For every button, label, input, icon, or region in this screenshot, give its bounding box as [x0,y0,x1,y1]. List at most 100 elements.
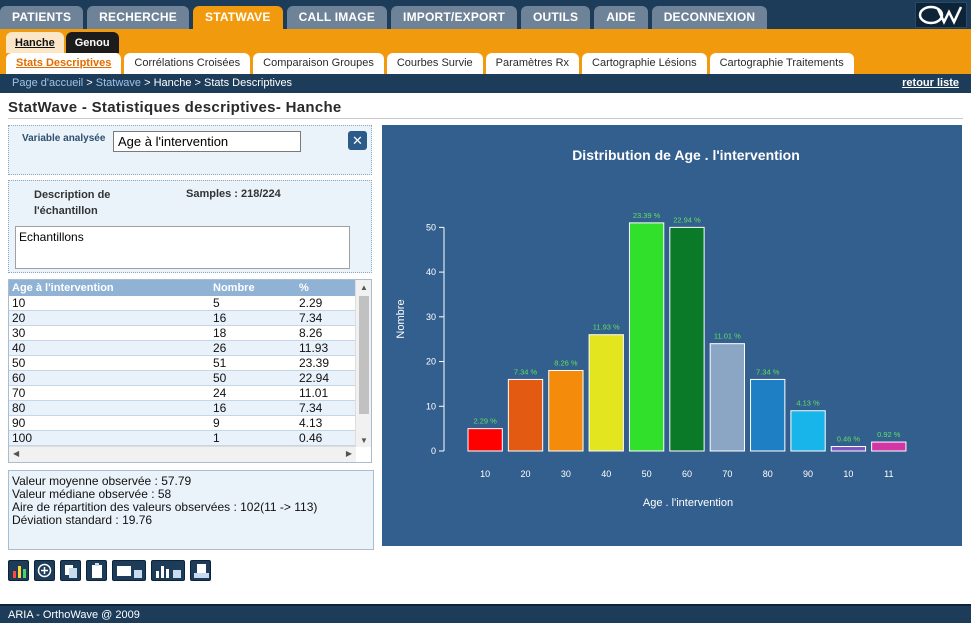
analysis-tab-5[interactable]: Cartographie Lésions [582,53,707,74]
print-icon[interactable] [190,560,211,581]
stat-range: Aire de répartition des valeurs observée… [12,500,318,514]
table-row[interactable]: 10 5 2.29 [9,296,356,311]
scroll-down-icon[interactable]: ▼ [360,436,368,445]
stat-std: Déviation standard : 19.76 [12,513,153,527]
table-horizontal-scrollbar[interactable]: ◀ ▶ [9,446,356,462]
bar [830,446,867,452]
header-count: Nombre [213,282,255,294]
variable-reset-icon[interactable]: ✕ [348,131,367,150]
bar-value-label: 23.39 % [633,211,661,220]
analysis-tab-4[interactable]: Paramètres Rx [485,53,580,74]
analysis-tab-1[interactable]: Corrélations Croisées [124,53,251,74]
bar-value-label: 11.93 % [593,323,620,332]
table-row[interactable]: 70 24 11.01 [9,386,356,401]
tab-outils[interactable]: OUTILS [521,6,591,29]
x-tick-label: 70 [722,469,732,479]
chart-svg: Distribution de Age . l'intervention 0 10 2… [395,147,907,509]
table-cell: 20 [12,311,26,325]
tab-recherche[interactable]: RECHERCHE [87,6,189,29]
table-cell: 80 [12,401,26,415]
analysis-tab-0[interactable]: Stats Descriptives [6,53,122,74]
table-cell: 50 [213,371,227,385]
table-row[interactable]: 90 9 4.13 [9,416,356,431]
description-textarea[interactable]: Echantillons [15,226,350,269]
table-cell: 30 [12,326,26,340]
y-axis-label: Nombre [395,299,407,338]
bar-value-label: 7.34 % [514,367,538,376]
scroll-up-icon[interactable]: ▲ [360,283,368,292]
bar [628,222,665,452]
x-tick-label: 30 [561,469,571,479]
table-row[interactable]: 60 50 22.94 [9,371,356,386]
stats-summary: Valeur moyenne observée : 57.79 Valeur m… [8,470,374,550]
y-tick-label: 40 [426,267,436,277]
breadcrumb-separator: > [141,77,154,89]
analysis-tab-3[interactable]: Courbes Survie [386,53,483,74]
tab-statwave[interactable]: STATWAVE [192,6,283,29]
joint-tab-genou[interactable]: Genou [65,32,119,53]
table-row[interactable]: 40 26 11.93 [9,341,356,356]
table-cell: 9 [213,416,220,430]
x-tick-label: 20 [521,469,531,479]
bar-value-label: 0.92 % [877,430,901,439]
table-vertical-scrollbar[interactable]: ▲ ▼ [355,280,371,447]
export-table-icon[interactable] [112,560,146,581]
table-cell: 100 [12,431,33,445]
analysis-tab-6[interactable]: Cartographie Traitements [709,53,854,74]
analysis-tab-2[interactable]: Comparaison Groupes [253,53,384,74]
table-row[interactable]: 30 18 8.26 [9,326,356,341]
samples-count: Samples : 218/224 [186,188,281,200]
y-tick-label: 10 [426,401,436,411]
bar [548,369,584,452]
table-row[interactable]: 80 16 7.34 [9,401,356,416]
stat-mean: Valeur moyenne observée : 57.79 [12,474,192,488]
table-row[interactable]: 20 16 7.34 [9,311,356,326]
export-chart-icon[interactable] [151,560,185,581]
table-cell: 40 [12,341,26,355]
table-row[interactable]: 100 1 0.46 [9,431,356,446]
y-tick-label: 30 [426,312,436,322]
variable-label: Variable analysée [22,133,106,144]
orthowave-logo [915,2,967,28]
description-label: Description de l'échantillon [34,189,111,217]
bar [507,378,544,452]
variable-input[interactable]: Age à l'intervention [113,131,301,152]
tab-call-image[interactable]: CALL IMAGE [286,6,388,29]
breadcrumb-item[interactable]: Page d'accueil [12,77,84,89]
back-to-list-link[interactable]: retour liste [902,77,959,89]
x-tick-label: 11 [884,469,893,479]
breadcrumb-separator: > [83,77,96,89]
bar-chart-icon[interactable] [8,560,29,581]
tab-patients[interactable]: PATIENTS [0,6,84,29]
x-tick-label: 90 [803,469,813,479]
chart-title: Distribution de Age . l'intervention [572,147,800,163]
table-cell: 18 [213,326,227,340]
clipboard-icon[interactable] [86,560,107,581]
table-row[interactable]: 50 51 23.39 [9,356,356,371]
table-cell: 16 [213,401,227,415]
scroll-right-icon[interactable]: ▶ [345,449,352,458]
analysis-tab-bar: Stats Descriptives Corrélations Croisées C… [0,53,971,74]
tab-aide[interactable]: AIDE [594,6,648,29]
bar [750,378,786,452]
copy-icon[interactable] [60,560,81,581]
table-cell: 7.34 [299,401,323,415]
bar-value-label: 7.34 % [756,367,780,376]
table-cell: 60 [12,371,26,385]
bar-value-label: 22.94 % [673,215,701,224]
joint-tab-hanche[interactable]: Hanche [6,32,64,53]
table-cell: 70 [12,386,26,400]
bar-value-label: 11.01 % [714,332,741,341]
table-cell: 51 [213,356,227,370]
add-chart-icon[interactable] [34,560,55,581]
tab-import-export[interactable]: IMPORT/EXPORT [391,6,517,29]
table-cell: 22.94 [299,371,330,385]
scroll-thumb[interactable] [359,296,369,414]
tab-deconnexion[interactable]: DECONNEXION [651,6,768,29]
x-axis-label: Age . l'intervention [643,497,733,509]
bar [709,343,745,452]
table-cell: 23.39 [299,356,330,370]
table-cell: 90 [12,416,26,430]
scroll-left-icon[interactable]: ◀ [13,449,20,458]
breadcrumb-item[interactable]: Statwave [95,77,142,89]
